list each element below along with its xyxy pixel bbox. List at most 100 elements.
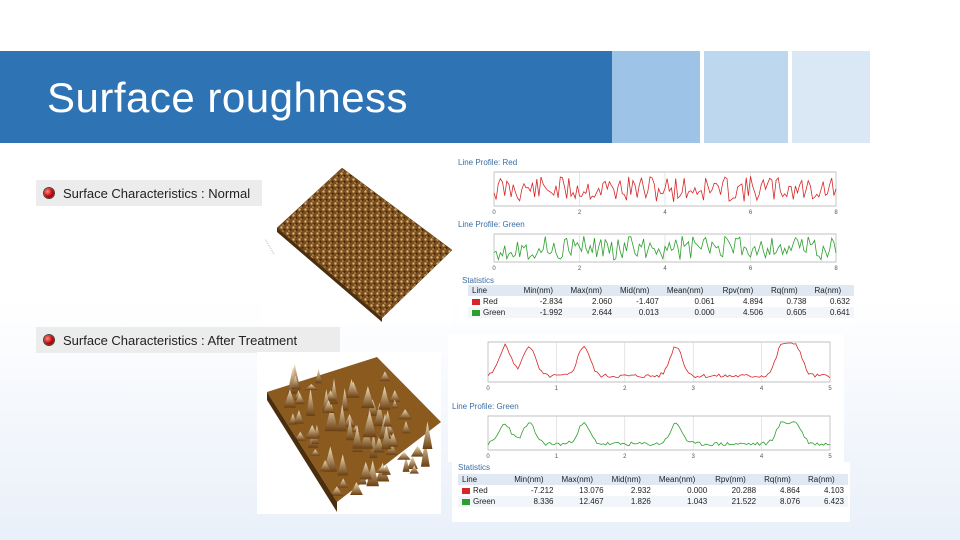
surface-peak (294, 431, 306, 441)
table-header-cell: Mid(nm) (620, 286, 650, 295)
surface-peak (391, 399, 399, 409)
table-cell: 13.076 (579, 486, 604, 495)
x-tick-label: 8 (834, 210, 838, 216)
table-cell: 0.000 (694, 308, 715, 317)
surface-peak (420, 439, 430, 467)
table-cell: 0.605 (786, 308, 807, 317)
surface-peak (324, 404, 339, 432)
table-header-cell: Min(nm) (514, 475, 544, 484)
surface-peak (330, 486, 344, 496)
line-profiles-normal: Line Profile: Red 0 2 4 6 8 Line Profile: Gr… (454, 156, 850, 276)
x-tick-label: 0 (492, 266, 496, 272)
surface-peak (350, 482, 363, 495)
x-tick-label: 0 (492, 210, 496, 216)
afm-surface-normal-graphic: ········· (262, 167, 453, 322)
profile-line (493, 176, 837, 202)
table-cell: 0.738 (786, 297, 807, 306)
table-cell: 21.522 (731, 497, 757, 506)
surface-peak (366, 460, 379, 487)
table-header-cell: Max(nm) (561, 475, 594, 484)
surface-peak (422, 421, 433, 449)
accent-block-3 (792, 51, 870, 143)
table-cell: -1.407 (636, 297, 659, 306)
profile-title-red: Line Profile: Red (458, 158, 518, 167)
table-header-cell: Rq(nm) (764, 475, 791, 484)
surface-peak (360, 428, 374, 449)
surface-peak (398, 409, 412, 420)
statistics-title: Statistics (462, 276, 495, 285)
surface-peak (294, 410, 304, 424)
surface-peak (397, 451, 411, 460)
table-cell: 12.467 (579, 497, 604, 506)
table-header-row: Line Min(nm) Max(nm) Mid(nm) Mean(nm) Rpv(nm)… (468, 285, 854, 296)
x-tick-label: 1 (555, 454, 559, 460)
x-tick-label: 4 (760, 386, 764, 392)
x-tick-label: 0 (486, 454, 490, 460)
profile-line (487, 421, 831, 447)
x-tick-label: 6 (749, 266, 753, 272)
table-cell: 8.076 (780, 497, 801, 506)
bullet-after-treatment-label: Surface Characteristics : After Treatmen… (63, 332, 298, 348)
profile-chart-green-treated: 0 1 2 3 4 5 (486, 415, 832, 460)
series-color-icon (472, 309, 480, 316)
table-cell: 2.644 (592, 308, 613, 317)
afm-image-treated (257, 352, 441, 514)
surface-peak (402, 456, 410, 472)
table-cell: 0.000 (687, 486, 708, 495)
table-cell: 0.632 (829, 297, 850, 306)
table-cell: 2.932 (630, 486, 651, 495)
surface-peak (407, 456, 418, 469)
surface-peak (305, 424, 319, 439)
table-row: Red -2.834 2.060 -1.407 0.061 4.894 0.738 0.632 (468, 296, 854, 307)
x-tick-label: 6 (749, 210, 753, 216)
table-cell: 6.423 (823, 497, 844, 506)
table-cell: Red (458, 485, 510, 496)
table-header-cell: Min(nm) (523, 286, 554, 295)
profile-chart-red-treated: 0 1 2 3 4 5 (486, 341, 832, 392)
table-header-cell: Line (472, 286, 488, 295)
surface-peak (337, 454, 349, 476)
surface-peak (388, 432, 399, 447)
slide-title: Surface roughness (47, 74, 409, 121)
profile-title-green: Line Profile: Green (458, 220, 525, 229)
surface-peak (362, 410, 377, 438)
table-cell: 2.060 (592, 297, 613, 306)
series-color-icon (472, 298, 480, 305)
table-cell: 8.336 (533, 497, 554, 506)
table-header-row: Line Min(nm) Max(nm) Mid(nm) Mean(nm) Rpv(nm)… (458, 474, 848, 485)
bullet-after-treatment: Surface Characteristics : After Treatmen… (36, 327, 340, 353)
statistics-table-normal: Line Min(nm) Max(nm) Mid(nm) Mean(nm) Rpv(nm)… (468, 285, 854, 318)
x-tick-label: 0 (486, 386, 490, 392)
statistics-panel-treated: Statistics Line Min(nm) Max(nm) Mid(nm) Mean… (452, 462, 850, 522)
surface-peak (322, 400, 335, 413)
accent-block-2 (704, 51, 788, 143)
table-cell: 4.894 (743, 297, 764, 306)
surface-peak (306, 388, 315, 416)
series-color-icon (462, 487, 470, 494)
surface-peak (337, 404, 347, 432)
table-header-cell: Ra(nm) (814, 286, 842, 295)
series-color-icon (462, 498, 470, 505)
table-header-cell: Max(nm) (570, 286, 603, 295)
table-cell: 4.864 (780, 486, 801, 495)
surface-peak (341, 388, 349, 411)
title-bar (0, 51, 612, 143)
statistics-table-treated: Line Min(nm) Max(nm) Mid(nm) Mean(nm) Rpv(nm)… (458, 474, 848, 507)
table-cell: -1.992 (539, 308, 563, 317)
x-tick-label: 1 (555, 386, 559, 392)
table-cell: 20.288 (731, 486, 757, 495)
accent-block-1 (612, 51, 700, 143)
surface-peak (386, 442, 397, 455)
surface-peak (294, 393, 305, 405)
x-tick-label: 3 (692, 386, 696, 392)
surface-peak (409, 465, 419, 474)
statistics-title-treated: Statistics (458, 463, 491, 472)
svg-text:·········: ········· (262, 238, 276, 257)
surface-peak (401, 420, 411, 434)
table-cell: 0.013 (638, 308, 659, 317)
table-cell: -2.834 (539, 297, 563, 306)
table-cell: 4.103 (823, 486, 844, 495)
bullet-normal-label: Surface Characteristics : Normal (63, 185, 251, 201)
bullet-normal: Surface Characteristics : Normal (36, 180, 268, 206)
table-header-cell: Mid(nm) (611, 475, 641, 484)
